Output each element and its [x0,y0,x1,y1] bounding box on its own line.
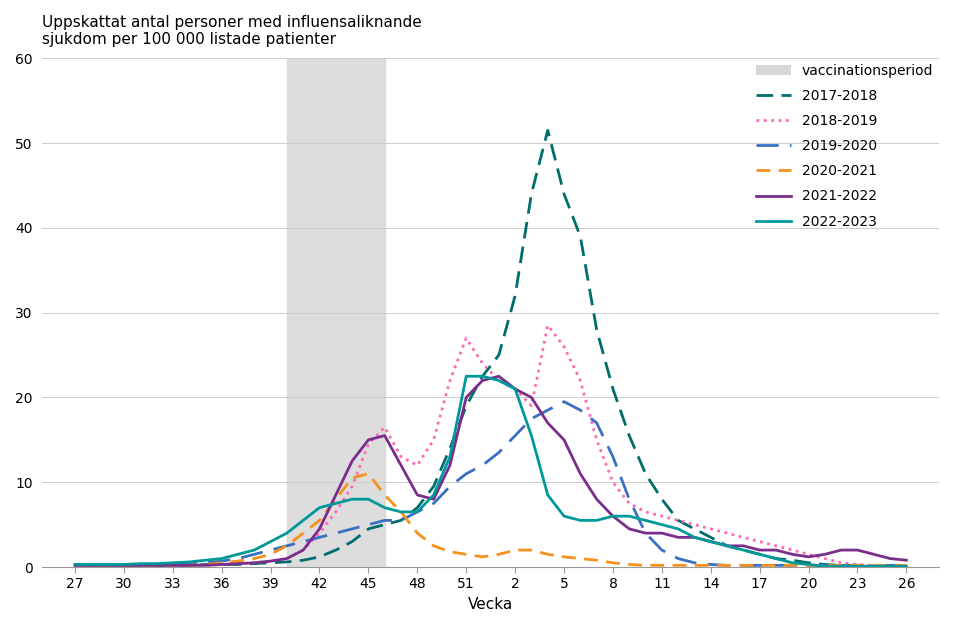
Legend: vaccinationsperiod, 2017-2018, 2018-2019, 2019-2020, 2020-2021, 2021-2022, 2022-: vaccinationsperiod, 2017-2018, 2018-2019… [750,58,938,234]
X-axis label: Vecka: Vecka [468,597,513,612]
Text: Uppskattat antal personer med influensaliknande
sjukdom per 100 000 listade pati: Uppskattat antal personer med influensal… [42,15,421,48]
Bar [287,58,384,567]
